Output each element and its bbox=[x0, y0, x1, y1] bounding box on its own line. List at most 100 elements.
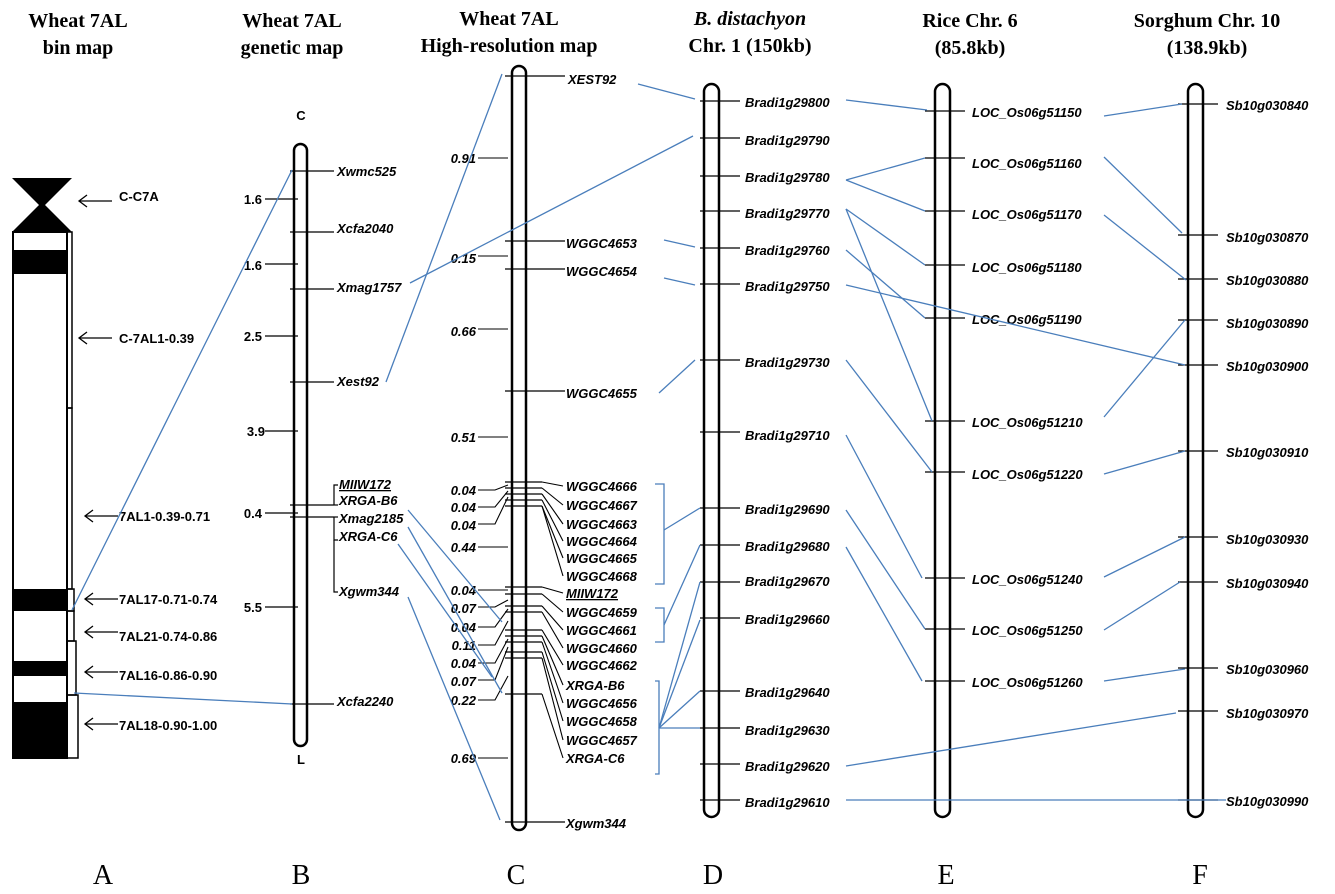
sorghum-gene: Sb10g030930 bbox=[1226, 532, 1309, 547]
hr-distance: 0.66 bbox=[451, 324, 477, 339]
genetic-distance: 3.9 bbox=[247, 424, 265, 439]
sorghum-gene: Sb10g030940 bbox=[1226, 576, 1309, 591]
chromosome-arm bbox=[12, 231, 68, 759]
hr-marker: WGGC4656 bbox=[566, 696, 638, 711]
cluster-bracket bbox=[655, 607, 665, 643]
brachy-gene: Bradi1g29710 bbox=[745, 428, 830, 443]
hr-distance: 0.04 bbox=[451, 656, 477, 671]
sorghum-gene: Sb10g030890 bbox=[1226, 316, 1309, 331]
genetic-distance: 2.5 bbox=[244, 329, 262, 344]
genetic-marker-highlight: MIIW172 bbox=[339, 477, 392, 492]
rice-gene: LOC_Os06g51190 bbox=[972, 312, 1082, 327]
genetic-map: C L Xwmc525 Xcfa2040 Xmag1757 Xest92 MII… bbox=[244, 108, 404, 767]
cluster-bracket bbox=[655, 680, 660, 775]
brachy-gene-green: Bradi1g29670 bbox=[745, 574, 830, 589]
hr-marker: XRGA-C6 bbox=[565, 751, 625, 766]
bin-label: 7AL18-0.90-1.00 bbox=[119, 718, 217, 733]
sorghum-gene: Sb10g030970 bbox=[1226, 706, 1309, 721]
sorghum-map: Sb10g030840 Sb10g030870 Sb10g030880 Sb10… bbox=[1178, 82, 1309, 819]
hr-marker: WGGC4665 bbox=[566, 551, 638, 566]
rice-gene: LOC_Os06g51170 bbox=[972, 207, 1082, 222]
col-b-title-2: genetic map bbox=[241, 37, 344, 59]
rice-gene: LOC_Os06g51250 bbox=[972, 623, 1083, 638]
sorghum-gene: Sb10g030840 bbox=[1226, 98, 1309, 113]
brachy-gene: Bradi1g29730 bbox=[745, 355, 830, 370]
hr-chromosome bbox=[510, 64, 528, 832]
hr-marker: WGGC4663 bbox=[566, 517, 638, 532]
bin-label: 7AL21-0.74-0.86 bbox=[119, 629, 217, 644]
hr-marker: XEST92 bbox=[567, 72, 617, 87]
rice-map: LOC_Os06g51150 LOC_Os06g51160 LOC_Os06g5… bbox=[925, 82, 1083, 819]
bin-label: 7AL16-0.86-0.90 bbox=[119, 668, 217, 683]
bin-bracket bbox=[66, 407, 73, 590]
sorghum-gene: Sb10g030990 bbox=[1226, 794, 1309, 809]
bin-labels: C-C7A C-7AL1-0.39 7AL1-0.39-0.71 7AL17-0… bbox=[77, 189, 218, 733]
brachy-gene-green: Bradi1g29660 bbox=[745, 612, 830, 627]
hr-distance: 0.11 bbox=[452, 638, 476, 653]
hr-marker: WGGC4666 bbox=[566, 479, 638, 494]
hr-distance: 0.04 bbox=[451, 620, 477, 635]
sorghum-gene: Sb10g030900 bbox=[1226, 359, 1309, 374]
hr-marker: WGGC4654 bbox=[566, 264, 638, 279]
brachy-gene-green: Bradi1g29630 bbox=[745, 723, 830, 738]
rice-chromosome bbox=[933, 82, 952, 819]
hr-marker: Xgwm344 bbox=[565, 816, 627, 831]
genetic-marker: Xest92 bbox=[336, 374, 380, 389]
genetic-distance: 5.5 bbox=[244, 600, 262, 615]
bin-bracket bbox=[66, 640, 77, 696]
col-c-title-1: Wheat 7AL bbox=[459, 8, 558, 30]
bin-bracket bbox=[66, 610, 75, 642]
genetic-marker: Xcfa2040 bbox=[336, 221, 394, 236]
brachy-gene: Bradi1g29680 bbox=[745, 539, 830, 554]
hr-distance: 0.07 bbox=[451, 674, 477, 689]
brachypodium-map: Bradi1g29800 Bradi1g29790 Bradi1g29780 B… bbox=[700, 82, 830, 819]
hr-distance: 0.22 bbox=[451, 693, 477, 708]
hr-distance: 0.07 bbox=[451, 601, 477, 616]
centromere-top bbox=[12, 178, 72, 208]
brachy-gene: Bradi1g29770 bbox=[745, 206, 830, 221]
centromere-bottom bbox=[12, 202, 72, 232]
brachy-gene: Bradi1g29620 bbox=[745, 759, 830, 774]
rice-gene: LOC_Os06g51150 bbox=[972, 105, 1082, 120]
cluster-bracket bbox=[655, 483, 665, 585]
brachy-gene: Bradi1g29610 bbox=[745, 795, 830, 810]
hr-marker: WGGC4655 bbox=[566, 386, 638, 401]
chromosome-band bbox=[13, 661, 67, 676]
genetic-distance: 1.6 bbox=[244, 258, 262, 273]
genetic-distance: 1.6 bbox=[244, 192, 262, 207]
brachy-gene: Bradi1g29800 bbox=[745, 95, 830, 110]
brachy-gene: Bradi1g29760 bbox=[745, 243, 830, 258]
genetic-marker: Xmag2185 bbox=[338, 511, 404, 526]
hr-marker: WGGC4662 bbox=[566, 658, 638, 673]
col-c-title-2: High-resolution map bbox=[421, 35, 598, 57]
chromosome-band bbox=[13, 589, 67, 611]
hr-distance: 0.51 bbox=[451, 430, 476, 445]
hr-marker: WGGC4668 bbox=[566, 569, 638, 584]
chromosome-band bbox=[13, 250, 67, 274]
col-d-title-2: Chr. 1 (150kb) bbox=[688, 35, 811, 57]
col-b-title-1: Wheat 7AL bbox=[242, 10, 341, 32]
col-f-title-1: Sorghum Chr. 10 bbox=[1134, 10, 1281, 32]
bin-label: 7AL17-0.71-0.74 bbox=[119, 592, 218, 607]
col-f-title-2: (138.9kb) bbox=[1167, 37, 1248, 59]
high-resolution-map: XEST92 WGGC4653 WGGC4654 WGGC4655 WGGC46… bbox=[451, 64, 665, 832]
rice-gene: LOC_Os06g51260 bbox=[972, 675, 1083, 690]
bin-bracket bbox=[66, 231, 73, 409]
genetic-marker: Xcfa2240 bbox=[336, 694, 394, 709]
brachy-chromosome bbox=[702, 82, 721, 819]
genetic-marker: XRGA-B6 bbox=[338, 493, 398, 508]
hr-marker: WGGC4664 bbox=[566, 534, 638, 549]
rice-gene: LOC_Os06g51210 bbox=[972, 415, 1083, 430]
hr-distance: 0.91 bbox=[451, 151, 476, 166]
hr-marker: WGGC4661 bbox=[566, 623, 637, 638]
col-d-title-1: B. distachyon bbox=[693, 8, 806, 30]
rice-gene: LOC_Os06g51220 bbox=[972, 467, 1083, 482]
brachy-gene: Bradi1g29690 bbox=[745, 502, 830, 517]
rice-gene: LOC_Os06g51240 bbox=[972, 572, 1083, 587]
genetic-marker: Xgwm344 bbox=[338, 584, 400, 599]
col-c-letter: C bbox=[507, 860, 526, 889]
hr-distance: 0.04 bbox=[451, 500, 477, 515]
hr-marker: XRGA-B6 bbox=[565, 678, 625, 693]
hr-marker: WGGC4659 bbox=[566, 605, 638, 620]
